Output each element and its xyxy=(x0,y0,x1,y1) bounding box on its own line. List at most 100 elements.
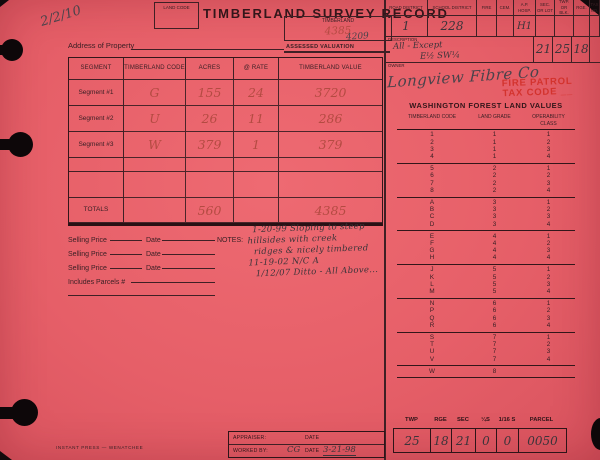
selling-price-label: Selling Price xyxy=(68,265,107,272)
scan-corner-bottom-right xyxy=(591,418,600,450)
twp-number: 25 xyxy=(554,42,571,56)
segment-rate-value xyxy=(234,198,279,223)
assessed-valuation-underline xyxy=(284,51,390,53)
district-header-cell: TWP. OR BLK. xyxy=(555,0,574,16)
parcel-value-row: 25 18 21 0 0 0050 xyxy=(393,428,567,453)
forest-class: 3 xyxy=(546,213,551,221)
forest-row: J 5 1 xyxy=(397,267,575,274)
parcel-value-cell: 0050 xyxy=(527,433,558,448)
forest-code: F xyxy=(430,239,434,247)
selling-price-line xyxy=(110,232,142,241)
forest-row: T 7 2 xyxy=(397,341,575,349)
forest-class: 3 xyxy=(546,145,551,153)
forest-land-values-table: WASHINGTON FOREST LAND VALUES TIMBERLAND… xyxy=(397,101,575,379)
forest-code: G xyxy=(429,247,435,255)
timberland-number: 4385 xyxy=(324,24,352,38)
forest-row: B 3 2 xyxy=(397,206,575,214)
forest-class: 2 xyxy=(546,239,551,247)
forest-grade: 1 xyxy=(492,138,497,146)
segment-code-value xyxy=(124,158,186,172)
parcel-header-cell: RGE xyxy=(434,417,447,423)
includes-parcels-label: Includes Parcels # xyxy=(68,279,126,286)
forest-class: 1 xyxy=(546,300,551,308)
district-value-cell xyxy=(574,16,590,36)
district-header-cell: CEM. xyxy=(497,0,514,16)
district-header-cell: ROAD DISTRICT xyxy=(385,0,428,16)
segment-rate-value xyxy=(234,158,279,172)
owner-label: OWNER xyxy=(388,63,405,68)
forest-row: L 5 3 xyxy=(397,281,575,288)
forest-grade: 6 xyxy=(492,300,497,308)
appraiser-label: APPRAISER: xyxy=(233,435,267,441)
forest-grade: 4 xyxy=(492,247,497,255)
segment-timberland-value: 379 xyxy=(279,132,382,158)
parcel-value-cell: 18 xyxy=(431,429,452,452)
forest-code: H xyxy=(429,254,435,262)
forest-group: S 7 1 T 7 2 U 7 3 V 7 4 xyxy=(397,333,575,367)
forest-class: 3 xyxy=(546,314,551,322)
parcel-value-cell: 0 xyxy=(476,429,497,452)
forest-row: S 7 1 xyxy=(397,333,575,342)
forest-row: C 3 3 xyxy=(397,214,575,221)
date-label: Date xyxy=(146,265,161,272)
district-value-cell xyxy=(477,16,497,36)
segment-row-label: TOTALS xyxy=(69,198,124,223)
segment-timberland-value: 286 xyxy=(279,106,382,132)
forest-class: 4 xyxy=(546,288,551,295)
forest-grade: 7 xyxy=(492,355,497,363)
forest-row: Q 6 3 xyxy=(397,315,575,322)
forest-class: 1 xyxy=(546,333,551,341)
vertical-divider xyxy=(384,0,386,460)
forest-grade: 6 xyxy=(492,314,497,322)
forest-code: P xyxy=(429,307,435,315)
timberland-number-box: TIMBERLAND 4385 xyxy=(284,16,392,41)
forest-code: D xyxy=(429,220,435,228)
forest-code: 8 xyxy=(430,186,434,194)
appraiser-date-label: DATE xyxy=(305,435,320,441)
forest-code: S xyxy=(429,333,435,341)
segment-rate-value: 1 xyxy=(234,132,279,158)
district-value-cell: 1 xyxy=(385,16,428,36)
forest-row: V 7 4 xyxy=(397,356,575,363)
forest-code: 1 xyxy=(430,131,434,139)
segment-rate-value: 11 xyxy=(234,106,279,132)
segment-row-label xyxy=(69,172,124,198)
forest-group: J 5 1 K 5 2 L 5 3 M 5 4 xyxy=(397,265,575,299)
forest-code: 5 xyxy=(430,165,434,173)
scan-corner-top-right xyxy=(580,0,600,16)
forest-grade: 1 xyxy=(492,145,497,153)
forest-grade: 7 xyxy=(492,348,497,356)
forest-class: 4 xyxy=(546,321,551,329)
forest-code: L xyxy=(430,280,434,288)
worked-by-initials: CG xyxy=(287,445,301,455)
forest-row: U 7 3 xyxy=(397,349,575,356)
forest-row: 4 1 4 xyxy=(397,153,575,161)
forest-code: W xyxy=(429,367,435,375)
parcel-header-cell: 1/16 S xyxy=(498,417,516,423)
forest-class: 2 xyxy=(546,172,551,180)
parcel-header-cell: SEC xyxy=(457,417,469,423)
segment-row-label: Segment #3 xyxy=(69,132,124,158)
forest-col-grade: LAND GRADE xyxy=(478,114,511,120)
district-value-cell: 228 xyxy=(428,16,477,36)
forest-table-title: WASHINGTON FOREST LAND VALUES xyxy=(409,101,563,110)
segment-column-header: ACRES xyxy=(186,58,234,80)
district-value-cell: H1 xyxy=(514,16,536,36)
address-label: Address of Property xyxy=(68,41,135,50)
selling-price-line xyxy=(110,260,142,269)
selling-price-row: Selling Price xyxy=(68,251,218,261)
printer-credit: INSTANT PRESS — WENATCHEE xyxy=(56,445,144,450)
form-title: TIMBERLAND SURVEY RECORD xyxy=(203,6,449,21)
forest-code: 6 xyxy=(430,172,434,180)
assessed-valuation-label: ASSESSED VALUATION xyxy=(286,44,355,50)
district-value-cell xyxy=(590,16,600,36)
segment-acres-value: 155 xyxy=(186,80,234,106)
forest-code: 3 xyxy=(430,145,434,153)
hole-punch-stem xyxy=(0,407,14,419)
forest-grade: 7 xyxy=(492,341,497,349)
forest-row: P 6 2 xyxy=(397,308,575,315)
district-value-cell xyxy=(497,16,514,36)
